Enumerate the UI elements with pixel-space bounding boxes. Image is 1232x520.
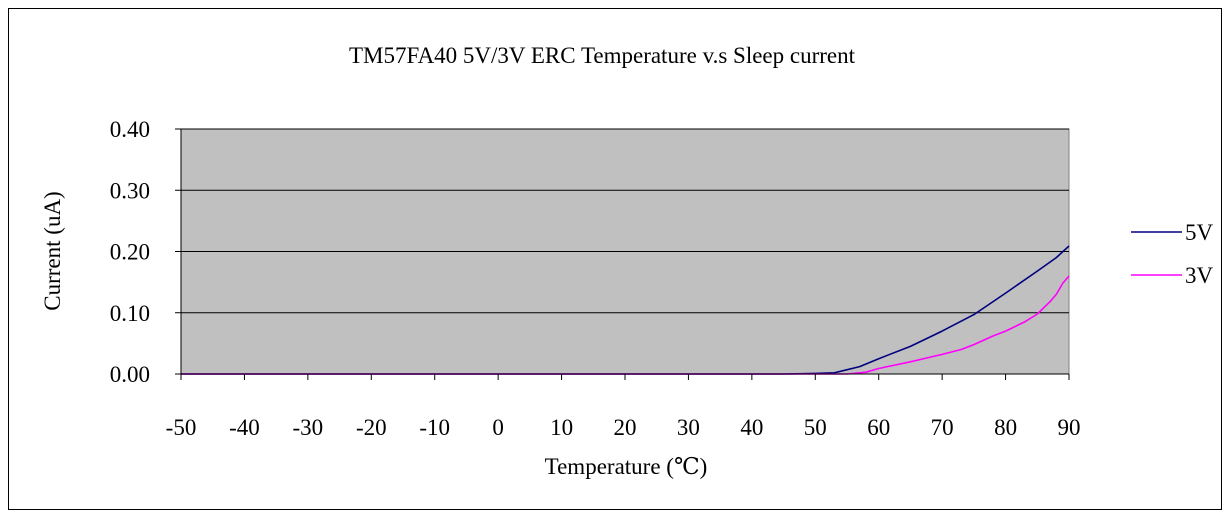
x-tick-label: -20 xyxy=(356,415,387,440)
x-tick-label: -30 xyxy=(293,415,324,440)
x-tick-label: 10 xyxy=(550,415,573,440)
x-tick-label: 60 xyxy=(867,415,890,440)
chart-title: TM57FA40 5V/3V ERC Temperature v.s Sleep… xyxy=(349,43,856,68)
y-tick-label: 0.00 xyxy=(110,362,150,387)
y-tick-label: 0.20 xyxy=(110,240,150,265)
x-tick-label: 80 xyxy=(994,415,1017,440)
x-tick-label: 40 xyxy=(740,415,763,440)
legend-label-3V: 3V xyxy=(1185,263,1214,288)
x-tick-label: 30 xyxy=(677,415,700,440)
x-tick-labels: -50 -40 -30 -20 -10 0 10 20 30 40 50 60 70 80 90 xyxy=(166,415,1081,440)
x-tick-label: 0 xyxy=(492,415,504,440)
y-axis-label: Current (uA) xyxy=(40,191,65,310)
gridlines xyxy=(181,128,1069,314)
x-tick-label: -10 xyxy=(419,415,450,440)
y-tick-labels: 0.00 0.10 0.20 0.30 0.40 xyxy=(110,117,150,387)
x-tick-label: 20 xyxy=(614,415,637,440)
x-tick-label: 50 xyxy=(804,415,827,440)
x-tick-label: 90 xyxy=(1058,415,1081,440)
y-tick-label: 0.30 xyxy=(110,178,150,203)
x-tick-label: -40 xyxy=(229,415,260,440)
y-tick-label: 0.40 xyxy=(110,117,150,142)
axes xyxy=(175,128,1070,380)
x-tick-label: -50 xyxy=(166,415,197,440)
x-axis-label: Temperature (℃) xyxy=(545,454,708,479)
x-tick-label: 70 xyxy=(931,415,954,440)
legend: 5V 3V xyxy=(1131,220,1214,288)
y-tick-label: 0.10 xyxy=(110,301,150,326)
legend-label-5V: 5V xyxy=(1185,220,1214,245)
